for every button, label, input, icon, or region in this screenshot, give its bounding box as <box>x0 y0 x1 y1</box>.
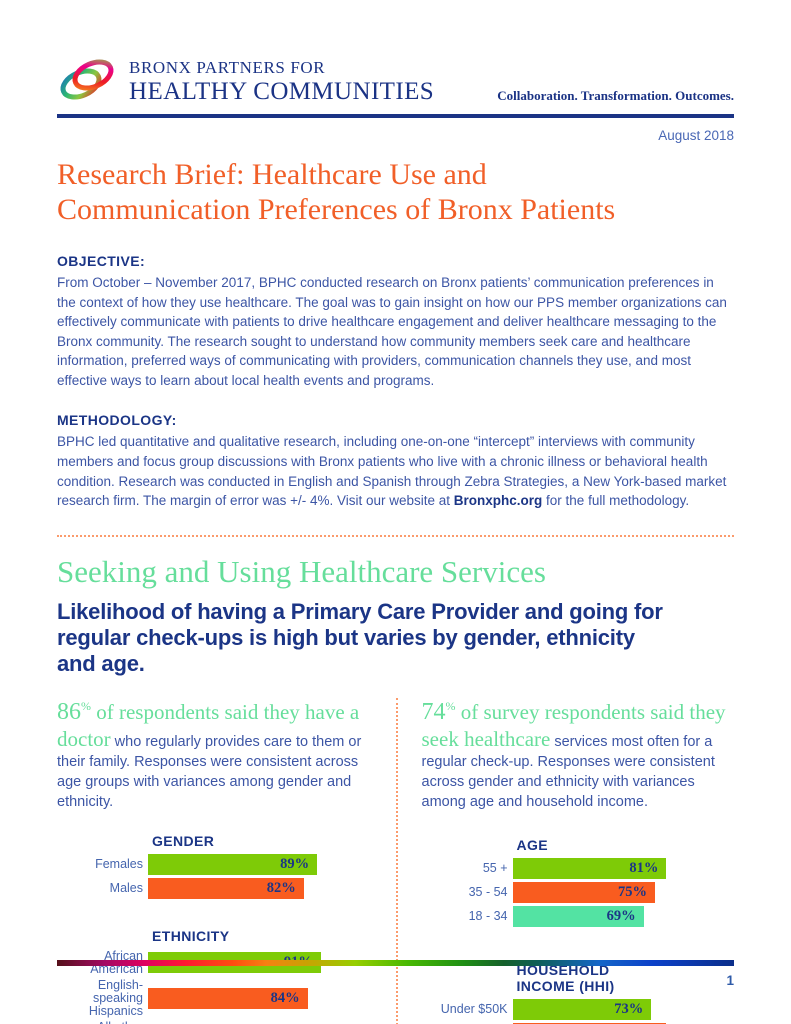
bar: 69% <box>512 906 644 928</box>
household-income-chart: HOUSEHOLD INCOME (HHI) Under $50K 73% Over… <box>422 963 735 1024</box>
bar-track: 82% <box>148 878 382 900</box>
methodology-heading: METHODOLOGY: <box>57 412 177 429</box>
bar-category-label: Females <box>95 857 143 872</box>
bar-track: 73% <box>512 998 735 1020</box>
bar-row: 35 - 54 75% <box>422 882 735 904</box>
dotted-section-divider <box>57 534 734 537</box>
household-income-chart-title: HOUSEHOLD INCOME (HHI) <box>516 962 615 994</box>
left-stat-paragraph: 86% of respondents said they have a doct… <box>57 698 382 812</box>
right-stat-paragraph: 74% of survey respondents said they seek… <box>422 698 735 812</box>
bar: 81% <box>512 858 667 880</box>
bar-category-label: 55 + <box>482 861 508 876</box>
gender-chart-bars: Females 89% Males 82% <box>57 854 382 900</box>
right-stat-lead-text: of survey respondents said they seek hea… <box>421 699 726 751</box>
methodology-body: BPHC led quantitative and qualitative re… <box>57 432 734 510</box>
bar-row: Over $50K81% <box>422 1022 735 1024</box>
bar-value-label: 82% <box>266 880 296 897</box>
bar: 73% <box>512 998 652 1020</box>
gender-chart: GENDER Females 89% Males 82% <box>57 832 382 900</box>
left-stat-lead: 86% of respondents said they have a doct… <box>57 698 360 751</box>
document-title: Research Brief: Healthcare Use and Commu… <box>57 158 616 226</box>
bar-row: Females 89% <box>57 854 382 876</box>
left-stat-percent-sign: % <box>81 698 91 713</box>
org-name-line2: HEALTHY COMMUNITIES <box>129 78 435 105</box>
bar-track: 89% <box>148 854 382 876</box>
bar-category-label: All other ethnicities <box>57 1021 148 1024</box>
right-stat-number: 74 <box>421 698 446 725</box>
bar: 89% <box>148 854 318 876</box>
logo-text: BRONX PARTNERS FOR HEALTHY COMMUNITIES <box>129 59 434 106</box>
footer: 1 <box>57 960 734 988</box>
bar-value-label: 73% <box>614 1000 644 1017</box>
objective-heading: OBJECTIVE: <box>57 253 146 269</box>
section-subheading: Likelihood of having a Primary Care Prov… <box>57 598 663 677</box>
bar: 75% <box>512 882 655 904</box>
right-stat-lead: 74% of survey respondents said they seek… <box>421 698 726 751</box>
bar: 81% <box>512 1022 667 1024</box>
bar-track: 69% <box>512 906 735 928</box>
bar-category-label: 35 - 54 <box>468 885 508 900</box>
bar-value-label: 81% <box>629 860 659 877</box>
age-chart-title: AGE <box>516 836 549 853</box>
right-column: 74% of survey respondents said they seek… <box>395 697 735 1024</box>
header-rule <box>57 114 734 118</box>
bar-row: 18 - 34 69% <box>422 906 735 928</box>
bar: 82% <box>148 878 304 900</box>
section-heading: Seeking and Using Healthcare Services <box>57 553 546 589</box>
methodology-text-before-link: BPHC led quantitative and qualitative re… <box>57 434 727 509</box>
bar-category-label: 18 - 34 <box>468 909 508 924</box>
bar-row: Under $50K 73% <box>422 998 735 1020</box>
bar-category-label: English-speaking Hispanics <box>88 977 143 1019</box>
age-chart: AGE 55 + 81% 35 - 54 75% 18 - 34 69% <box>422 836 735 928</box>
bar-value-label: 75% <box>618 884 647 901</box>
rainbow-gradient-bar <box>57 960 734 966</box>
bar-category-label: Males <box>109 881 143 896</box>
bar-value-label: 84% <box>270 990 300 1006</box>
bar-value-label: 69% <box>606 908 636 925</box>
gender-chart-title: GENDER <box>152 832 215 849</box>
page-number: 1 <box>726 973 734 988</box>
bar-track: 81% <box>512 1022 735 1024</box>
left-stat-number: 86 <box>57 698 81 725</box>
bar-track: 75% <box>512 882 735 904</box>
bar-row: Males 82% <box>57 878 382 900</box>
left-stat-lead-text: of respondents said they have a doctor <box>57 699 360 751</box>
right-stat-body: services most often for a regular check-… <box>421 733 715 810</box>
publication-date: August 2018 <box>658 128 734 143</box>
org-tagline: Collaboration. Transformation. Outcomes. <box>497 88 734 103</box>
stats-columns: 86% of respondents said they have a doct… <box>57 697 735 1024</box>
bar-row: English-speaking Hispanics 84% <box>57 977 382 1019</box>
household-income-chart-bars: Under $50K 73% Over $50K81% <box>422 998 735 1024</box>
header: BRONX PARTNERS FOR HEALTHY COMMUNITIES C… <box>57 0 734 106</box>
bar-row: 55 + 81% <box>422 858 735 880</box>
left-stat-body: who regularly provides care to them or t… <box>57 733 362 810</box>
ethnicity-chart-title: ETHNICITY <box>152 928 230 945</box>
bphc-logo-icon <box>60 59 114 100</box>
bar-value-label: 89% <box>280 856 310 873</box>
website-link[interactable]: Bronxphc.org <box>453 493 543 509</box>
age-chart-bars: 55 + 81% 35 - 54 75% 18 - 34 69% <box>422 858 735 928</box>
bar-track: 84% <box>148 988 382 1009</box>
org-name-line1: BRONX PARTNERS FOR <box>129 58 326 77</box>
methodology-text-after-link: for the full methodology. <box>542 493 690 509</box>
bar-track: 81% <box>512 858 735 880</box>
right-stat-percent-sign: % <box>445 698 456 713</box>
objective-body: From October – November 2017, BPHC condu… <box>57 275 727 388</box>
bar: 84% <box>148 988 308 1009</box>
bar-category-label: Under $50K <box>440 1001 508 1016</box>
